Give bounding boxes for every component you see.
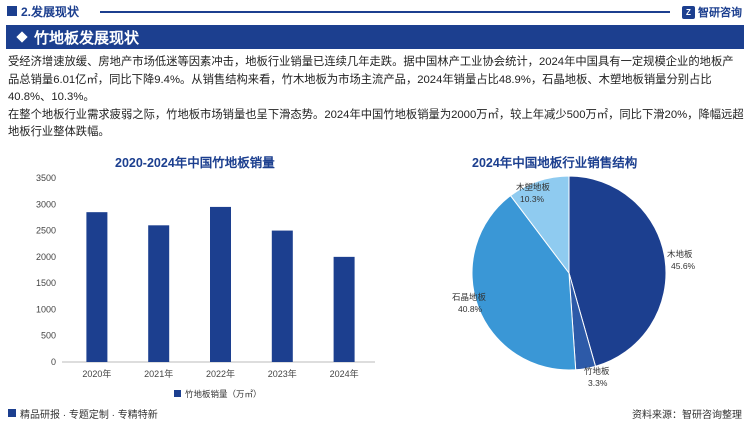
pie-slice-木地板 xyxy=(568,175,667,367)
pie-chart-title: 2024年中国地板行业销售结构 xyxy=(472,156,638,170)
y-tick-label: 3500 xyxy=(36,173,56,183)
y-tick-label: 500 xyxy=(41,331,56,341)
footer-tags: 精品研报 · 专题定制 · 专精特新 xyxy=(20,410,158,421)
page-title: 竹地板发展现状 xyxy=(34,30,140,47)
x-tick-label: 2020年 xyxy=(82,368,111,379)
legend-label: 竹地板销量（万㎡） xyxy=(185,389,262,399)
y-tick-label: 2500 xyxy=(36,226,56,236)
bar-2022年 xyxy=(210,206,231,362)
paragraph-1: 受经济增速放缓、房地产市场低迷等因素冲击，地板行业销量已连续几年走跌。据中国林产… xyxy=(8,56,734,104)
header-divider xyxy=(100,11,670,13)
bar-2024年 xyxy=(333,256,355,362)
pie-value-label: 45.6% xyxy=(671,261,696,271)
brand: Z 智研咨询 xyxy=(682,4,742,20)
bar-2021年 xyxy=(148,225,170,362)
zhiyan-logo-icon: Z xyxy=(682,5,695,19)
x-tick-label: 2022年 xyxy=(206,368,235,379)
paragraph-2: 在整个地板行业需求疲弱之际，竹地板市场销量也呈下滑态势。2024年中国竹地板销量… xyxy=(8,108,744,139)
footer-marker-icon xyxy=(8,409,16,417)
brand-name: 智研咨询 xyxy=(698,7,742,19)
footer-source: 资料来源：智研咨询整理 xyxy=(632,410,742,421)
section-title: 2.发展现状 xyxy=(21,5,80,19)
pie-value-label: 3.3% xyxy=(588,378,608,388)
y-tick-label: 3000 xyxy=(36,199,56,209)
y-tick-label: 1000 xyxy=(36,304,56,314)
title-banner: 竹地板发展现状 xyxy=(6,25,744,49)
pie-value-label: 10.3% xyxy=(520,194,545,204)
x-tick-label: 2023年 xyxy=(268,368,297,379)
pie-slice-木塑地板 xyxy=(509,175,570,275)
footer: 精品研报 · 专题定制 · 专精特新 资料来源：智研咨询整理 xyxy=(0,404,750,422)
y-tick-label: 0 xyxy=(51,357,56,367)
pie-label: 木地板 xyxy=(667,249,693,259)
pie-slice-石晶地板 xyxy=(471,194,577,371)
pie-label: 石晶地板 xyxy=(452,292,487,302)
pie-value-label: 40.8% xyxy=(458,304,483,314)
y-tick-label: 1500 xyxy=(36,278,56,288)
body-text: 受经济增速放缓、房地产市场低迷等因素冲击，地板行业销量已连续几年走跌。据中国林产… xyxy=(8,54,744,142)
x-tick-label: 2021年 xyxy=(144,368,173,379)
x-tick-label: 2024年 xyxy=(330,368,359,379)
bar-chart-title: 2020-2024年中国竹地板销量 xyxy=(115,156,275,170)
pie-label: 木塑地板 xyxy=(516,182,551,192)
section-marker-icon xyxy=(7,6,17,16)
y-tick-label: 2000 xyxy=(36,252,56,262)
legend-swatch xyxy=(174,390,181,397)
bar-2023年 xyxy=(271,230,293,362)
bar-2020年 xyxy=(86,212,108,362)
top-bar: 2.发展现状 Z 智研咨询 xyxy=(0,0,750,22)
pie-label: 竹地板 xyxy=(584,366,610,376)
